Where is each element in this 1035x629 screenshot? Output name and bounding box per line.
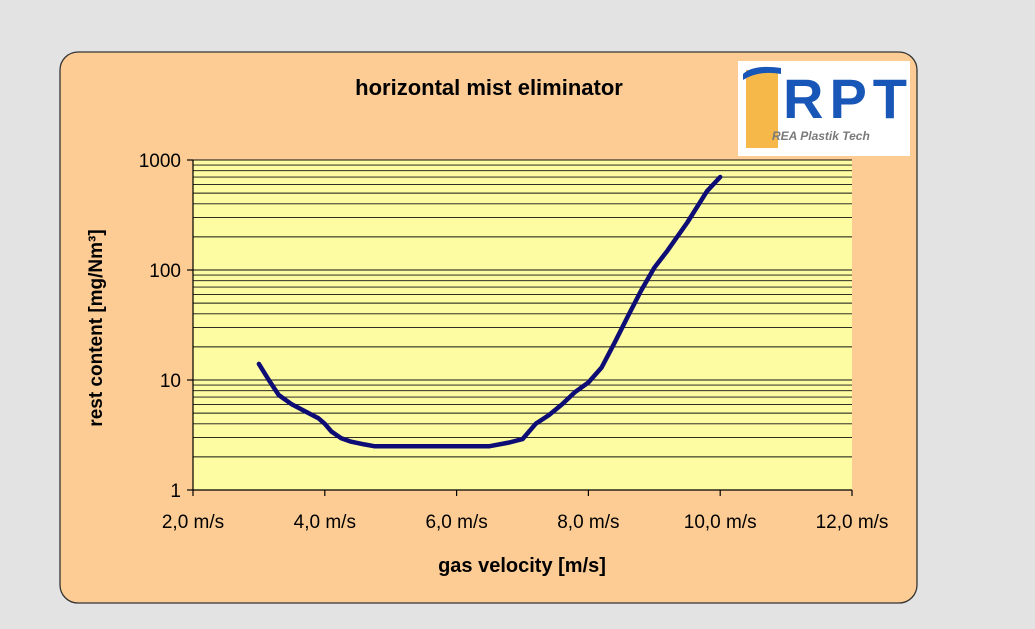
series-layer (256, 174, 723, 449)
chart-title: horizontal mist eliminator (355, 75, 623, 100)
x-tick-label: 8,0 m/s (557, 512, 619, 533)
y-tick-label: 1 (170, 481, 181, 502)
axes (187, 159, 853, 496)
x-tick-label: 4,0 m/s (294, 512, 356, 533)
plot-background (193, 160, 852, 490)
series-line-0 (256, 174, 723, 449)
svg-text:REA Plastik Tech: REA Plastik Tech (772, 129, 870, 143)
x-tick-label: 10,0 m/s (684, 512, 757, 533)
x-axis-label: gas velocity [m/s] (438, 555, 606, 577)
x-tick-label: 12,0 m/s (816, 512, 889, 533)
y-axis-label: rest content [mg/Nm³] (86, 229, 107, 426)
rpt-logo: RPT REA Plastik Tech (738, 61, 913, 156)
x-tick-label: 6,0 m/s (425, 512, 487, 533)
x-tick-labels: 2,0 m/s 4,0 m/s 6,0 m/s 8,0 m/s 10,0 m/s 12,0… (162, 512, 889, 533)
x-tick-label: 2,0 m/s (162, 512, 224, 533)
y-tick-label: 1000 (139, 151, 181, 172)
svg-text:RPT: RPT (783, 67, 913, 130)
y-tick-label: 100 (149, 261, 181, 282)
plot-area (193, 160, 852, 490)
y-tick-labels: 1 10 100 1000 (139, 151, 181, 502)
y-tick-label: 10 (160, 371, 181, 392)
